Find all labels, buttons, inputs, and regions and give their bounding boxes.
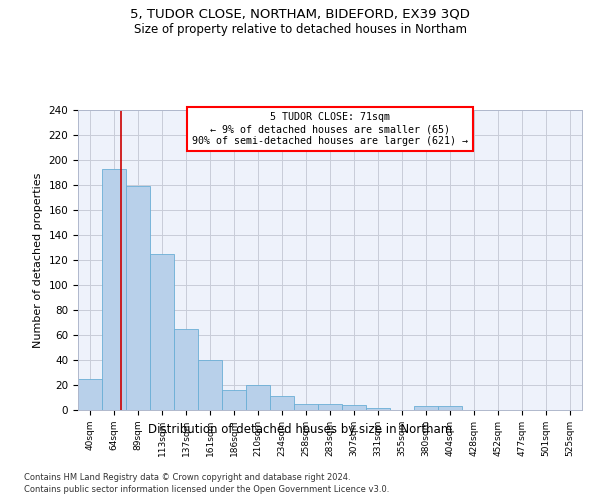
Bar	[198, 360, 222, 410]
Bar	[246, 385, 270, 410]
Text: 5, TUDOR CLOSE, NORTHAM, BIDEFORD, EX39 3QD: 5, TUDOR CLOSE, NORTHAM, BIDEFORD, EX39 …	[130, 8, 470, 20]
Bar	[366, 408, 390, 410]
Bar	[438, 406, 462, 410]
Bar	[342, 405, 366, 410]
Bar	[414, 406, 438, 410]
Bar	[222, 390, 246, 410]
Text: Size of property relative to detached houses in Northam: Size of property relative to detached ho…	[133, 22, 467, 36]
Text: Distribution of detached houses by size in Northam: Distribution of detached houses by size …	[148, 422, 452, 436]
Bar	[294, 404, 318, 410]
Text: Contains HM Land Registry data © Crown copyright and database right 2024.: Contains HM Land Registry data © Crown c…	[24, 472, 350, 482]
Bar	[174, 329, 198, 410]
Bar	[270, 396, 294, 410]
Bar	[150, 254, 174, 410]
Text: 5 TUDOR CLOSE: 71sqm
← 9% of detached houses are smaller (65)
90% of semi-detach: 5 TUDOR CLOSE: 71sqm ← 9% of detached ho…	[192, 112, 468, 146]
Bar	[78, 379, 102, 410]
Y-axis label: Number of detached properties: Number of detached properties	[33, 172, 43, 348]
Bar	[126, 186, 150, 410]
Bar	[102, 169, 126, 410]
Bar	[318, 404, 342, 410]
Text: Contains public sector information licensed under the Open Government Licence v3: Contains public sector information licen…	[24, 485, 389, 494]
